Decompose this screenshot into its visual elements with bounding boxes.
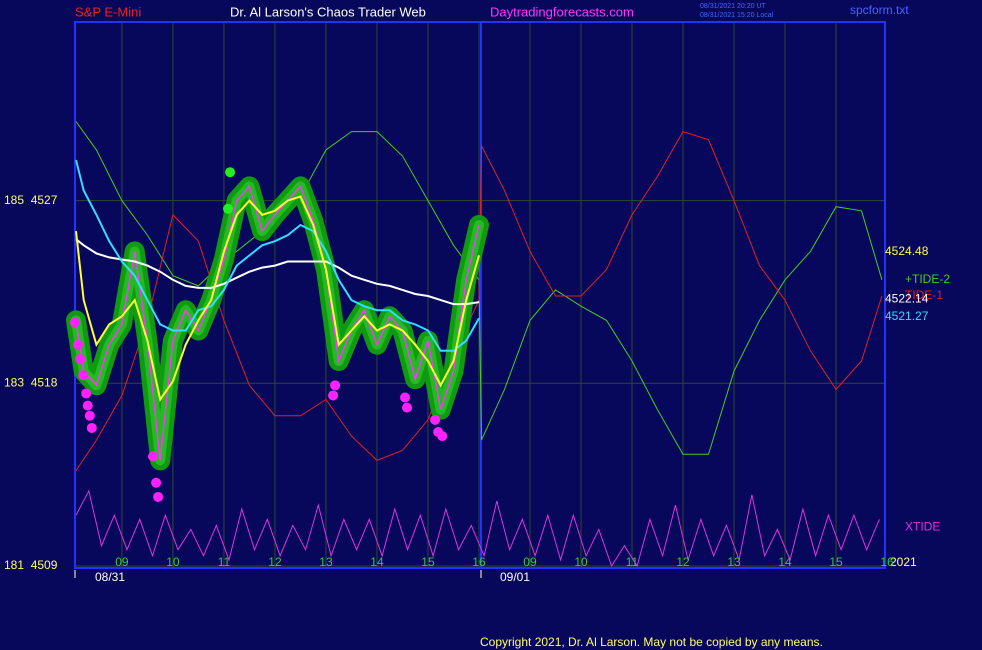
end-value-label: 4521.27 <box>885 309 929 323</box>
marker-dot <box>70 317 80 328</box>
legend-label: +TIDE-2 <box>905 272 950 286</box>
x-tick-label: 16 <box>880 555 894 569</box>
time-ut: 08/31/2021 20:20 UT <box>700 3 766 10</box>
marker-dot <box>82 400 93 411</box>
marker-dot <box>328 390 339 401</box>
marker-dot <box>225 167 236 178</box>
marker-dot <box>400 392 411 403</box>
price-line <box>75 184 480 461</box>
x-tick-label: 11 <box>218 555 231 569</box>
marker-dot <box>84 410 95 421</box>
chart-title: Dr. Al Larson's Chaos Trader Web <box>230 4 426 19</box>
time-local: 08/31/2021 15:20 Local <box>700 12 774 19</box>
x-tick-label: 14 <box>370 555 384 569</box>
x-tick-label: 13 <box>319 555 333 569</box>
marker-dot <box>78 370 89 381</box>
plot-area <box>66 121 883 568</box>
average-line <box>75 195 480 402</box>
series-line <box>75 489 880 568</box>
x-tick-label: 16 <box>472 555 486 569</box>
end-value-label: 4524.48 <box>885 244 929 258</box>
date-label: 09/01 <box>500 570 530 584</box>
copyright: Copyright 2021, Dr. Al Larson. May not b… <box>480 635 823 649</box>
average-line <box>75 159 480 352</box>
marker-dot <box>81 388 92 399</box>
x-tick-label: 13 <box>727 555 741 569</box>
x-tick-label: 09 <box>523 555 537 569</box>
x-tick-label: 15 <box>829 555 843 569</box>
average-line <box>75 238 480 306</box>
marker-dot <box>73 339 84 350</box>
marker-dot <box>86 422 97 433</box>
year-label: 2021 <box>890 555 917 569</box>
marker-dot <box>148 451 159 462</box>
x-tick-label: 10 <box>166 555 180 569</box>
x-tick-label: 11 <box>626 555 639 569</box>
marker-dot <box>153 491 164 502</box>
x-tick-label: 12 <box>676 555 690 569</box>
marker-dot <box>330 380 341 391</box>
legend-label: TIDE-1 <box>905 288 943 302</box>
y-tick-label: 181 4509 <box>4 558 58 572</box>
marker-dot <box>430 414 441 425</box>
site-name: Daytradingforecasts.com <box>490 4 634 19</box>
x-tick-label: 09 <box>115 555 129 569</box>
marker-dot <box>151 477 162 488</box>
x-tick-label: 12 <box>268 555 282 569</box>
marker-dot <box>75 353 86 364</box>
x-tick-label: 14 <box>778 555 792 569</box>
end-value-label: 4522.14 <box>885 291 929 305</box>
file-name: spcform.txt <box>850 3 909 17</box>
marker-dot <box>402 402 413 413</box>
marker-dot <box>223 203 234 214</box>
x-tick-label: 15 <box>421 555 435 569</box>
y-tick-label: 185 4527 <box>4 193 58 207</box>
legend-label: XTIDE <box>905 519 940 533</box>
instrument: S&P E-Mini <box>75 4 141 19</box>
marker-dot <box>437 431 448 442</box>
x-tick-label: 10 <box>574 555 588 569</box>
y-tick-label: 183 4518 <box>4 375 58 389</box>
date-label: 08/31 <box>95 570 125 584</box>
